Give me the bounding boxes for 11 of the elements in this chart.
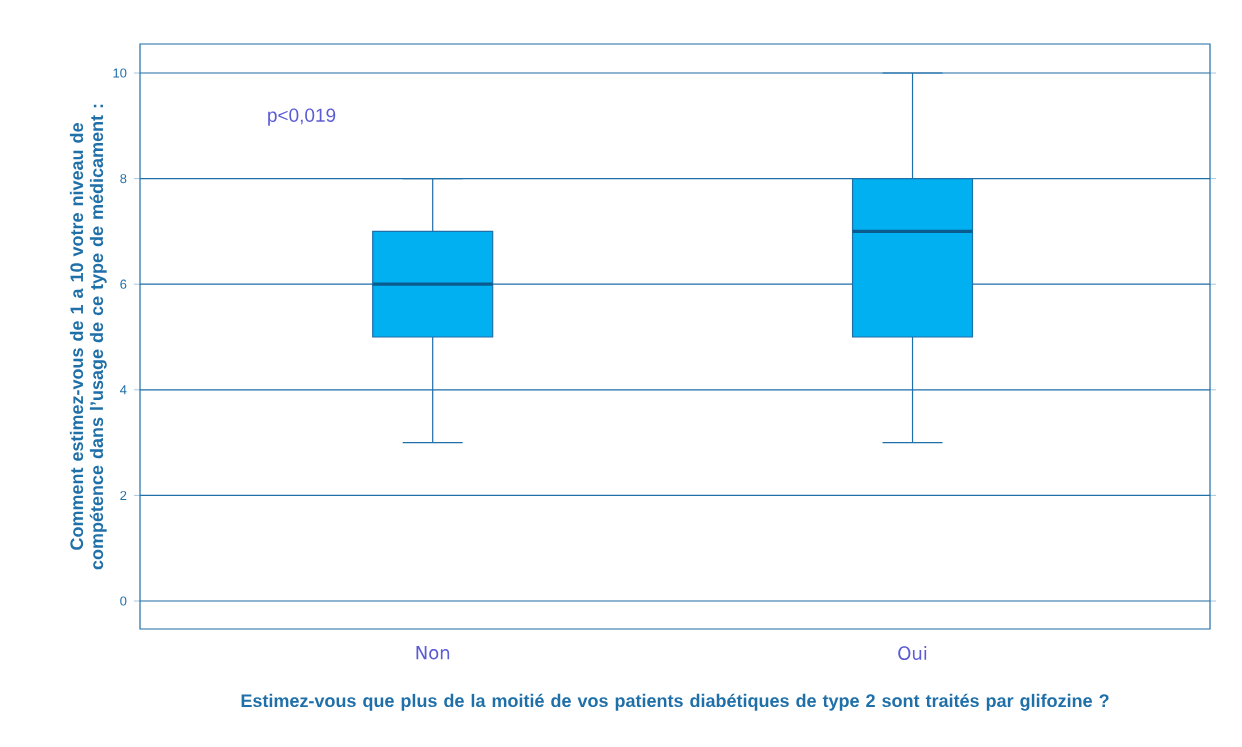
y-tick-label: 8 [120,174,127,184]
y-tick-label: 4 [120,385,127,395]
y-tick-label: 6 [120,279,127,289]
y-axis-title: Comment estimez-vous de 1 a 10 votre niveau de compétence dans l’usage de ce type de médicament : [69,104,107,570]
x-tick-label: Oui [898,646,927,660]
annotation: p<0,019 [268,108,336,126]
y-tick-label: 2 [120,490,127,500]
x-axis-title: Estimez-vous que plus de la moitié de vos patients diabétiques de type 2 sont traités par glifozine ? [241,693,1109,711]
x-tick-label: Non [416,646,450,660]
y-tick-label: 0 [120,596,127,606]
y-tick-label: 10 [113,68,127,78]
